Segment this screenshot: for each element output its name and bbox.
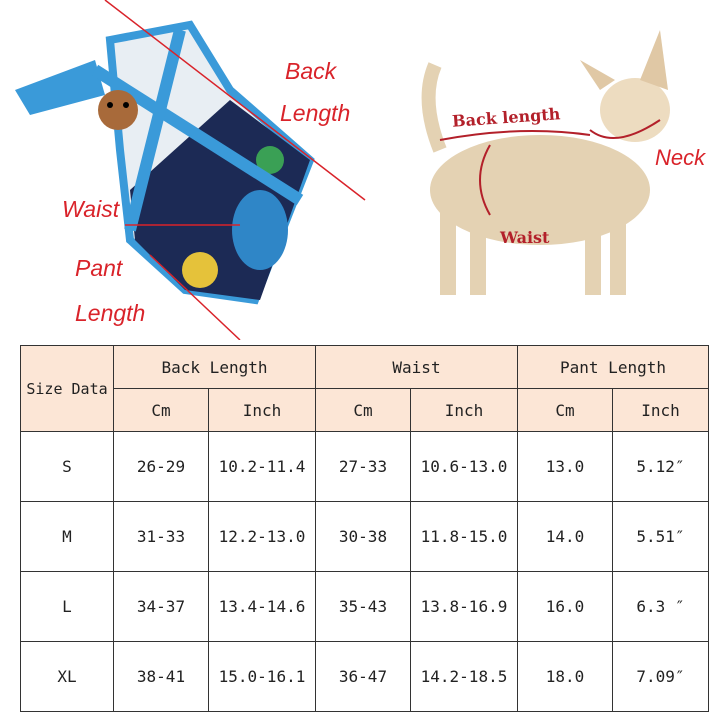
product-illustrations (15, 0, 670, 340)
corner-label: Size Data (26, 380, 108, 398)
group-header: Back Length (113, 345, 316, 389)
unit-header: Cm (113, 388, 209, 432)
value-cell: 38-41 (113, 641, 209, 712)
dog-image (421, 30, 670, 295)
unit-header: Inch (612, 388, 709, 432)
table-row: L 34-37 13.4-14.6 35-43 13.8-16.9 16.0 6… (20, 571, 709, 642)
value-cell: 11.8-15.0 (410, 501, 518, 572)
pant-label: Pant (75, 255, 123, 281)
value-cell: 26-29 (113, 431, 209, 502)
unit-header: Inch (410, 388, 518, 432)
value-cell: 13.4-14.6 (208, 571, 316, 642)
value-cell: 10.6-13.0 (410, 431, 518, 502)
value-cell: 6.3 ″ (612, 571, 709, 642)
value-cell: 13.0 (517, 431, 613, 502)
corner-cell: Size Data (20, 345, 114, 432)
size-cell: S (20, 431, 114, 502)
size-cell: M (20, 501, 114, 572)
diaper-image (15, 0, 366, 340)
size-cell: XL (20, 641, 114, 712)
value-cell: 27-33 (315, 431, 411, 502)
table-row: XL 38-41 15.0-16.1 36-47 14.2-18.5 18.0 … (20, 641, 709, 712)
value-cell: 18.0 (517, 641, 613, 712)
group-header: Pant Length (517, 345, 709, 389)
dog-neck-label: Neck (655, 145, 706, 170)
waist-label: Waist (62, 196, 120, 222)
table-row: M 31-33 12.2-13.0 30-38 11.8-15.0 14.0 5… (20, 501, 709, 572)
unit-header: Cm (517, 388, 613, 432)
table-row: S 26-29 10.2-11.4 27-33 10.6-13.0 13.0 5… (20, 431, 709, 502)
group-header: Waist (315, 345, 518, 389)
value-cell: 16.0 (517, 571, 613, 642)
value-cell: 34-37 (113, 571, 209, 642)
value-cell: 15.0-16.1 (208, 641, 316, 712)
unit-header: Inch (208, 388, 316, 432)
length-label: Length (280, 100, 351, 126)
value-cell: 36-47 (315, 641, 411, 712)
value-cell: 30-38 (315, 501, 411, 572)
size-chart-table: Size Data Back Length Waist Pant Length … (20, 345, 709, 712)
value-cell: 12.2-13.0 (208, 501, 316, 572)
dog-waist-label: Waist (500, 228, 550, 247)
value-cell: 14.0 (517, 501, 613, 572)
unit-header: Cm (315, 388, 411, 432)
value-cell: 35-43 (315, 571, 411, 642)
value-cell: 13.8-16.9 (410, 571, 518, 642)
value-cell: 14.2-18.5 (410, 641, 518, 712)
value-cell: 5.51″ (612, 501, 709, 572)
value-cell: 7.09″ (612, 641, 709, 712)
pant-length-label: Length (75, 300, 146, 326)
value-cell: 31-33 (113, 501, 209, 572)
value-cell: 10.2-11.4 (208, 431, 316, 502)
size-cell: L (20, 571, 114, 642)
back-label: Back (285, 58, 337, 84)
value-cell: 5.12″ (612, 431, 709, 502)
